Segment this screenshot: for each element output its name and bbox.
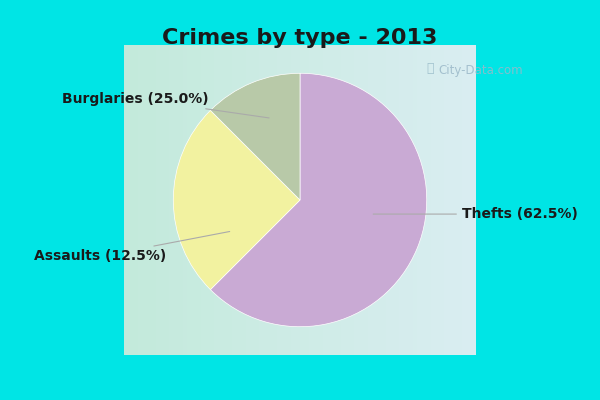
- Text: Assaults (12.5%): Assaults (12.5%): [34, 232, 230, 263]
- Text: Thefts (62.5%): Thefts (62.5%): [373, 207, 578, 221]
- Text: ⓘ: ⓘ: [426, 62, 433, 75]
- Text: City-Data.com: City-Data.com: [438, 64, 523, 77]
- Wedge shape: [211, 73, 300, 200]
- Wedge shape: [173, 110, 300, 290]
- Text: Crimes by type - 2013: Crimes by type - 2013: [163, 28, 437, 48]
- Wedge shape: [211, 73, 427, 327]
- Text: Burglaries (25.0%): Burglaries (25.0%): [62, 92, 269, 118]
